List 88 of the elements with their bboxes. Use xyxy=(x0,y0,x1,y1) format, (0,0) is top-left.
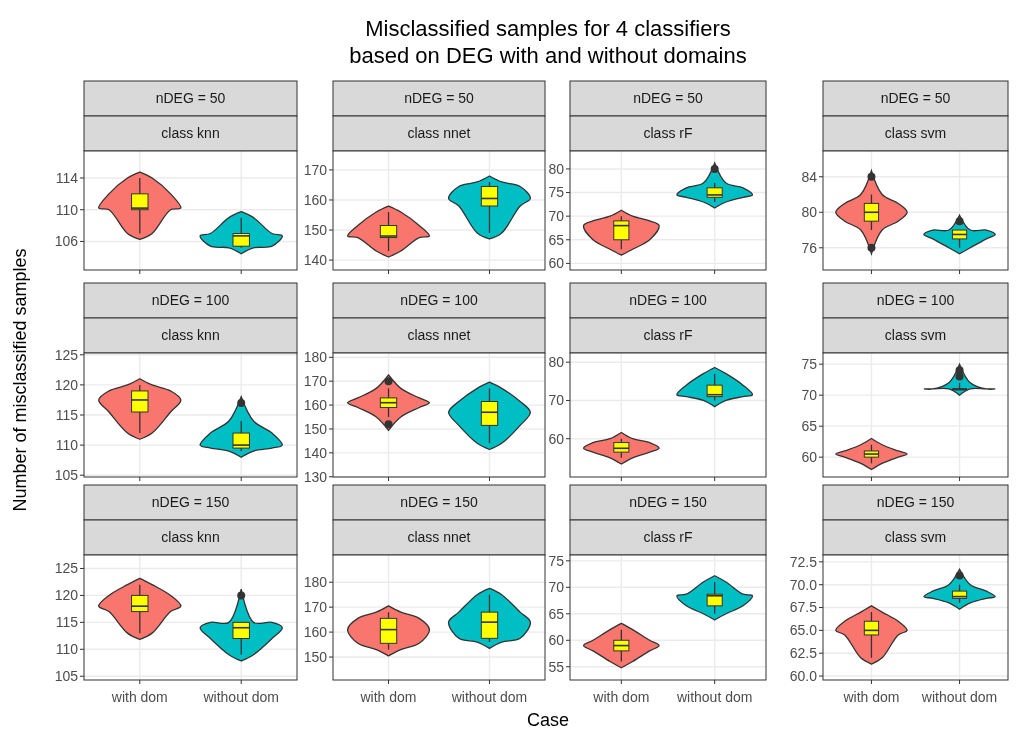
chart-subtitle: class svm xyxy=(884,327,947,343)
chart-title: nDEG = 100 xyxy=(151,292,230,308)
x-tick-label: without dom xyxy=(202,689,279,705)
y-tick-label: 65 xyxy=(801,418,818,435)
y-tick-label: 130 xyxy=(303,468,328,485)
y-tick-label: 120 xyxy=(54,587,79,604)
y-tick-label: 65.0 xyxy=(789,622,818,639)
y-tick-label: 180 xyxy=(303,574,328,591)
y-tick-label: 67.5 xyxy=(789,599,818,616)
y-tick-label: 70 xyxy=(548,208,565,225)
chart-subtitle: class nnet xyxy=(407,327,471,343)
y-tick-label: 72.5 xyxy=(789,553,818,570)
y-tick-label: 114 xyxy=(55,169,79,186)
chart-title: nDEG = 50 xyxy=(155,90,226,106)
y-tick-label: 120 xyxy=(54,376,79,393)
y-tick-label: 170 xyxy=(303,599,328,616)
chart-subtitle: class knn xyxy=(161,327,220,343)
x-tick-label: with dom xyxy=(359,689,417,705)
y-tick-label: 60.0 xyxy=(789,667,818,684)
chart-subtitle: class rF xyxy=(643,529,693,545)
chart-subtitle: class rF xyxy=(643,125,693,141)
y-tick-label: 180 xyxy=(303,349,328,366)
chart-title: nDEG = 50 xyxy=(880,90,951,106)
y-tick-label: 60 xyxy=(801,449,818,466)
y-tick-label: 125 xyxy=(54,560,79,577)
y-tick-label: 70.0 xyxy=(789,576,818,593)
y-tick-label: 75 xyxy=(548,552,565,569)
y-tick-label: 160 xyxy=(303,624,328,640)
y-tick-label: 110 xyxy=(55,201,79,218)
y-tick-label: 150 xyxy=(303,420,328,437)
y-tick-label: 65 xyxy=(548,231,565,248)
x-tick-label: without dom xyxy=(450,689,528,705)
y-tick-label: 80 xyxy=(801,204,818,221)
y-tick-label: 75 xyxy=(548,184,565,201)
y-tick-label: 80 xyxy=(548,160,565,177)
y-tick-label: 75 xyxy=(801,356,818,373)
chart-subtitle: class nnet xyxy=(407,529,471,545)
text: Number of misclassified samples xyxy=(10,248,30,512)
y-tick-label: 125 xyxy=(54,346,79,363)
y-tick-label: 160 xyxy=(303,191,328,208)
y-tick-label: 106 xyxy=(54,233,79,250)
y-tick-label: 70 xyxy=(801,387,818,404)
y-tick-label: 70 xyxy=(548,392,565,409)
y-tick-label: 62.5 xyxy=(789,645,818,662)
y-tick-label: 60 xyxy=(548,430,565,447)
text: Misclassified samples for 4 classifiers based on DEG with and without domains xyxy=(349,16,747,68)
chart-title: nDEG = 150 xyxy=(151,494,230,510)
x-tick-label: with dom xyxy=(592,689,650,705)
y-tick-label: 110 xyxy=(55,641,79,658)
chart-title: nDEG = 100 xyxy=(876,292,955,308)
x-tick-label: with dom xyxy=(110,689,168,705)
y-tick-label: 105 xyxy=(54,668,79,685)
y-tick-label: 140 xyxy=(303,444,328,461)
y-tick-label: 65 xyxy=(548,605,565,622)
chart-subtitle: class svm xyxy=(884,125,947,141)
y-tick-label: 170 xyxy=(303,161,328,178)
chart-subtitle: class svm xyxy=(884,529,947,545)
x-tick-label: without dom xyxy=(675,689,753,705)
y-tick-label: 160 xyxy=(303,396,328,413)
chart-title: nDEG = 100 xyxy=(400,292,478,308)
y-tick-label: 150 xyxy=(303,648,328,665)
x-tick-label: with dom xyxy=(842,689,900,705)
y-tick-label: 140 xyxy=(303,251,328,268)
chart-title: nDEG = 150 xyxy=(400,494,478,510)
y-tick-label: 70 xyxy=(548,579,565,596)
y-tick-label: 55 xyxy=(548,658,565,675)
chart-title: nDEG = 50 xyxy=(404,90,475,106)
y-tick-label: 115 xyxy=(55,406,79,423)
y-tick-label: 115 xyxy=(55,614,79,631)
chart-title: nDEG = 100 xyxy=(629,292,707,308)
y-tick-label: 84 xyxy=(801,168,818,185)
chart-subtitle: class nnet xyxy=(407,125,471,141)
y-tick-label: 110 xyxy=(55,437,79,453)
y-tick-label: 105 xyxy=(54,467,79,484)
y-tick-label: 76 xyxy=(801,239,818,256)
chart-subtitle: class rF xyxy=(643,327,693,343)
y-tick-label: 60 xyxy=(548,255,565,272)
y-tick-label: 150 xyxy=(303,221,328,238)
y-tick-label: 60 xyxy=(548,632,565,649)
chart-subtitle: class knn xyxy=(161,125,220,141)
chart-title: nDEG = 50 xyxy=(633,90,704,106)
y-tick-label: 170 xyxy=(303,373,328,390)
text: Case xyxy=(526,710,570,730)
chart-title: nDEG = 150 xyxy=(876,494,955,510)
x-tick-label: without dom xyxy=(920,689,998,705)
chart-title: nDEG = 150 xyxy=(629,494,707,510)
chart-subtitle: class knn xyxy=(161,529,220,545)
y-tick-label: 80 xyxy=(548,354,565,371)
